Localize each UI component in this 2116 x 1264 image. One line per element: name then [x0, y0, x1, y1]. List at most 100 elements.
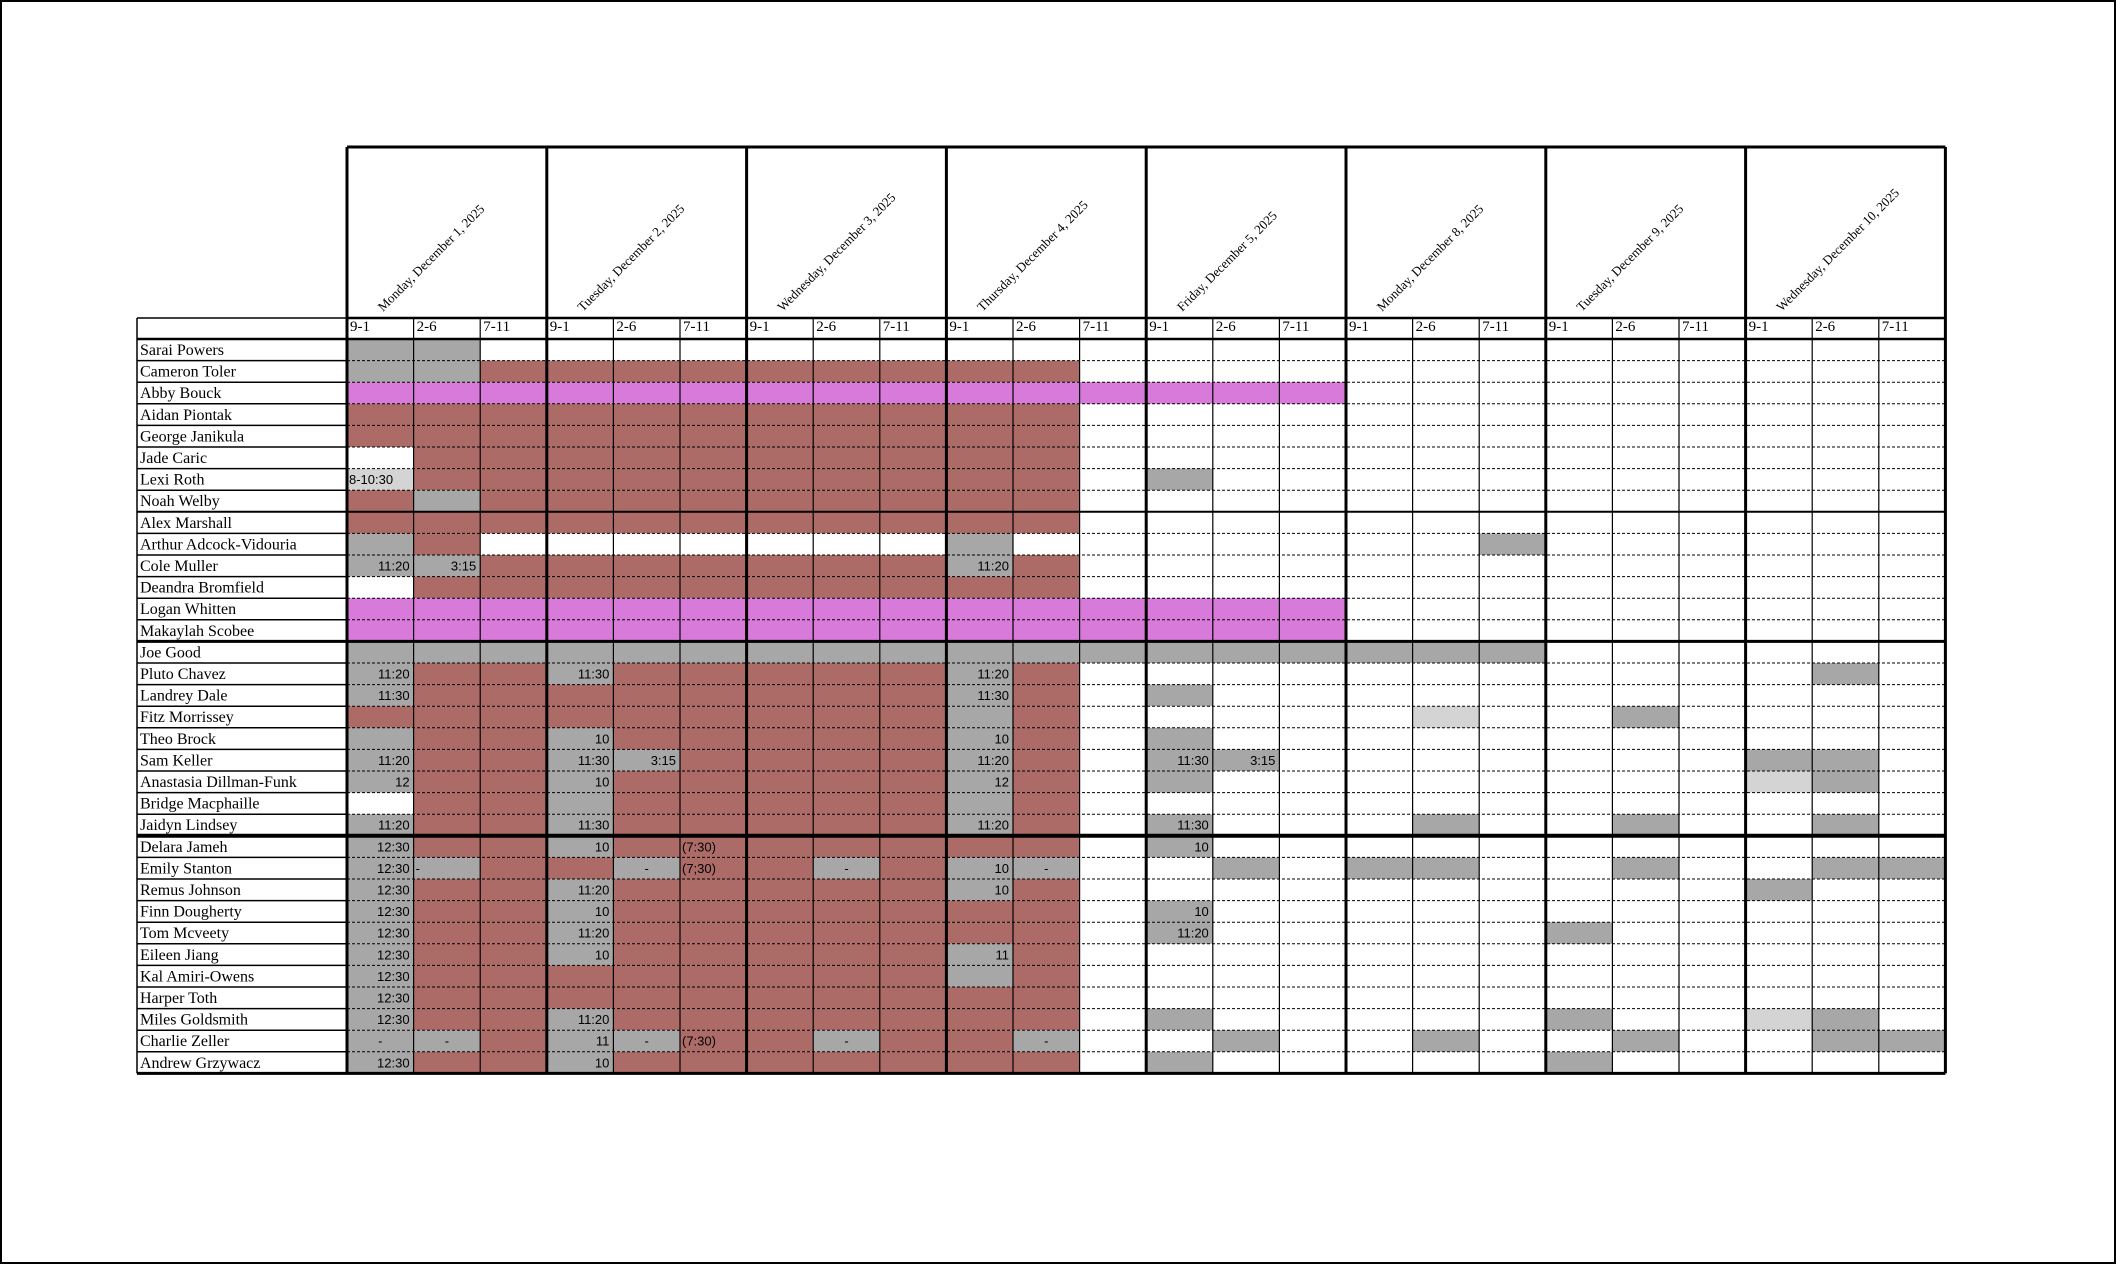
schedule-cell[interactable]	[946, 468, 1013, 491]
schedule-cell[interactable]	[1878, 1030, 1946, 1052]
schedule-cell[interactable]	[813, 468, 880, 491]
schedule-cell[interactable]	[813, 857, 880, 879]
schedule-cell[interactable]	[480, 598, 547, 620]
schedule-cell[interactable]	[347, 1008, 414, 1031]
schedule-cell[interactable]	[347, 879, 414, 901]
schedule-cell[interactable]	[1479, 533, 1546, 555]
schedule-cell[interactable]	[1013, 706, 1080, 728]
schedule-cell[interactable]	[347, 490, 414, 512]
schedule-cell[interactable]	[813, 835, 880, 858]
schedule-cell[interactable]	[1612, 1030, 1679, 1052]
schedule-cell[interactable]	[813, 771, 880, 793]
schedule-cell[interactable]	[1812, 814, 1879, 836]
schedule-cell[interactable]	[813, 403, 880, 426]
schedule-cell[interactable]	[546, 511, 614, 534]
schedule-cell[interactable]	[1146, 1051, 1213, 1074]
schedule-cell[interactable]	[480, 447, 547, 469]
schedule-cell[interactable]	[946, 857, 1013, 879]
schedule-cell[interactable]	[680, 468, 747, 491]
schedule-cell[interactable]	[680, 533, 747, 555]
schedule-cell[interactable]	[946, 1030, 1013, 1052]
schedule-cell[interactable]	[813, 619, 880, 642]
schedule-cell[interactable]	[879, 1030, 947, 1052]
schedule-cell[interactable]	[813, 706, 880, 728]
schedule-cell[interactable]	[480, 576, 547, 599]
schedule-cell[interactable]	[879, 900, 947, 923]
schedule-cell[interactable]	[413, 1008, 481, 1031]
schedule-cell[interactable]	[1013, 468, 1080, 491]
schedule-cell[interactable]	[946, 533, 1013, 555]
schedule-cell[interactable]	[680, 879, 747, 901]
schedule-cell[interactable]	[879, 533, 947, 555]
schedule-cell[interactable]	[546, 576, 614, 599]
schedule-cell[interactable]	[879, 425, 947, 447]
schedule-cell[interactable]	[680, 425, 747, 447]
schedule-cell[interactable]	[1745, 749, 1813, 771]
schedule-cell[interactable]	[480, 814, 547, 836]
schedule-cell[interactable]	[946, 511, 1013, 534]
schedule-cell[interactable]	[680, 965, 747, 987]
schedule-cell[interactable]	[879, 619, 947, 642]
schedule-cell[interactable]	[1212, 598, 1280, 620]
schedule-cell[interactable]	[1612, 814, 1679, 836]
schedule-cell[interactable]	[879, 835, 947, 858]
schedule-cell[interactable]	[480, 727, 547, 750]
schedule-cell[interactable]	[1013, 425, 1080, 447]
schedule-cell[interactable]	[546, 922, 614, 944]
schedule-cell[interactable]	[813, 641, 880, 663]
schedule-cell[interactable]	[480, 879, 547, 901]
schedule-cell[interactable]	[413, 1030, 481, 1052]
schedule-cell[interactable]	[1146, 835, 1213, 858]
schedule-cell[interactable]	[347, 749, 414, 771]
schedule-cell[interactable]	[946, 1051, 1013, 1074]
schedule-cell[interactable]	[746, 792, 814, 815]
schedule-cell[interactable]	[879, 792, 947, 815]
schedule-cell[interactable]	[813, 490, 880, 512]
schedule-cell[interactable]	[1346, 641, 1413, 663]
schedule-cell[interactable]	[879, 403, 947, 426]
schedule-cell[interactable]	[546, 1030, 614, 1052]
schedule-cell[interactable]	[1013, 511, 1080, 534]
schedule-cell[interactable]	[746, 1008, 814, 1031]
schedule-cell[interactable]	[1412, 641, 1480, 663]
schedule-cell[interactable]	[813, 425, 880, 447]
schedule-cell[interactable]	[746, 857, 814, 879]
schedule-cell[interactable]	[1212, 749, 1280, 771]
schedule-cell[interactable]	[413, 533, 481, 555]
schedule-cell[interactable]	[813, 382, 880, 404]
schedule-cell[interactable]	[946, 382, 1013, 404]
schedule-cell[interactable]	[746, 943, 814, 966]
schedule-cell[interactable]	[813, 965, 880, 987]
schedule-cell[interactable]	[746, 835, 814, 858]
schedule-cell[interactable]	[813, 943, 880, 966]
schedule-cell[interactable]	[347, 403, 414, 426]
schedule-cell[interactable]	[946, 598, 1013, 620]
schedule-cell[interactable]	[1545, 1008, 1613, 1031]
schedule-cell[interactable]	[347, 533, 414, 555]
schedule-cell[interactable]	[347, 576, 414, 599]
schedule-cell[interactable]	[413, 403, 481, 426]
schedule-cell[interactable]	[680, 641, 747, 663]
schedule-cell[interactable]	[946, 943, 1013, 966]
schedule-cell[interactable]	[347, 1051, 414, 1074]
schedule-cell[interactable]	[680, 987, 747, 1009]
schedule-cell[interactable]	[413, 771, 481, 793]
schedule-cell[interactable]	[1412, 1030, 1480, 1052]
schedule-cell[interactable]	[879, 598, 947, 620]
schedule-cell[interactable]	[1812, 857, 1879, 879]
schedule-cell[interactable]	[879, 511, 947, 534]
schedule-cell[interactable]	[413, 447, 481, 469]
schedule-cell[interactable]	[546, 749, 614, 771]
schedule-cell[interactable]	[1013, 943, 1080, 966]
schedule-cell[interactable]	[746, 879, 814, 901]
schedule-cell[interactable]	[1279, 641, 1346, 663]
schedule-cell[interactable]	[613, 965, 680, 987]
schedule-cell[interactable]	[546, 382, 614, 404]
schedule-cell[interactable]	[347, 641, 414, 663]
schedule-cell[interactable]	[546, 943, 614, 966]
schedule-cell[interactable]	[746, 576, 814, 599]
schedule-cell[interactable]	[347, 857, 414, 879]
schedule-cell[interactable]	[613, 598, 680, 620]
schedule-cell[interactable]	[347, 619, 414, 642]
schedule-cell[interactable]	[480, 403, 547, 426]
